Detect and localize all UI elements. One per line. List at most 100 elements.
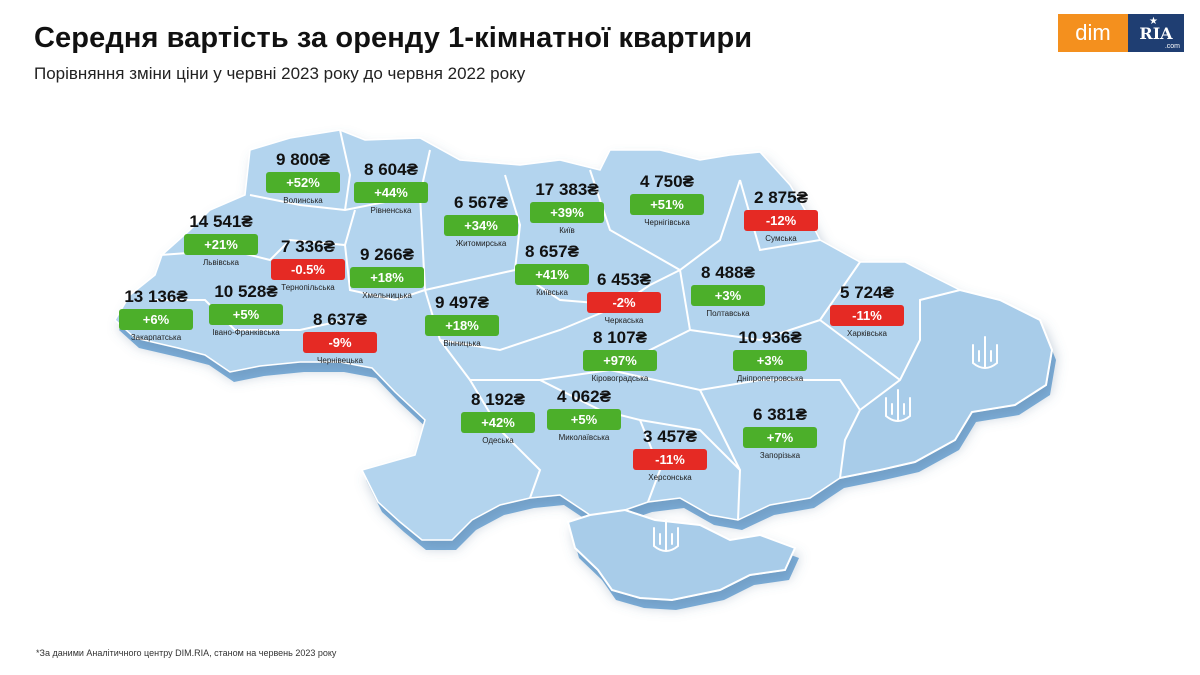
region-name: Миколаївська <box>558 433 610 442</box>
region-name: Дніпропетровська <box>736 374 804 383</box>
region-kirovohradska: 8 107₴ +97% Кіровоградська <box>583 328 657 384</box>
region-change-badge: +7% <box>743 427 817 448</box>
region-price: 6 381₴ <box>753 405 807 424</box>
region-name: Полтавська <box>706 309 750 318</box>
region-change-badge: -11% <box>830 305 904 326</box>
region-change-badge: +6% <box>119 309 193 330</box>
region-ternopilska: 7 336₴ -0.5% Тернопільська <box>271 237 345 293</box>
footnote: *За даними Аналітичного центру DIM.RIA, … <box>36 648 337 658</box>
region-zakarpatska: 13 136₴ +6% Закарпатська <box>119 287 193 343</box>
region-zhytomyrska: 6 567₴ +34% Житомирська <box>444 193 518 249</box>
region-change-badge: -12% <box>744 210 818 231</box>
region-price: 10 936₴ <box>738 328 802 347</box>
region-name: Чернігівська <box>644 218 690 227</box>
region-price: 13 136₴ <box>124 287 188 306</box>
logo-com-text: .com <box>1164 43 1180 50</box>
region-price: 8 192₴ <box>471 390 525 409</box>
region-name: Волинська <box>283 196 323 205</box>
star-icon: ★ <box>1149 16 1158 27</box>
region-price: 8 488₴ <box>701 263 755 282</box>
region-price: 6 567₴ <box>454 193 508 212</box>
region-price: 8 657₴ <box>525 242 579 261</box>
region-name: Кіровоградська <box>591 374 649 383</box>
region-dnipropetrovska: 10 936₴ +3% Дніпропетровська <box>733 328 807 384</box>
page-title: Середня вартість за оренду 1-кімнатної к… <box>34 22 753 54</box>
region-price: 7 336₴ <box>281 237 335 256</box>
region-kyivska: 8 657₴ +41% Київська <box>515 242 589 298</box>
region-change-badge: +18% <box>425 315 499 336</box>
region-change-badge: +34% <box>444 215 518 236</box>
region-change-badge: -0.5% <box>271 259 345 280</box>
logo-ria: ★ RIA .com <box>1128 14 1184 52</box>
page-subtitle: Порівняння зміни ціни у червні 2023 року… <box>34 64 526 83</box>
region-change-badge: -2% <box>587 292 661 313</box>
region-price: 10 528₴ <box>214 282 278 301</box>
region-name: Сумська <box>765 234 797 243</box>
region-rivnenska: 8 604₴ +44% Рівненська <box>354 160 428 216</box>
region-change-badge: +41% <box>515 264 589 285</box>
region-kharkivska: 5 724₴ -11% Харківська <box>830 283 904 339</box>
region-change-badge: +39% <box>530 202 604 223</box>
region-vinnytska: 9 497₴ +18% Вінницька <box>425 293 499 349</box>
region-ivano-frankivska: 10 528₴ +5% Івано-Франківська <box>209 282 283 338</box>
region-price: 9 497₴ <box>435 293 489 312</box>
region-price: 17 383₴ <box>535 180 599 199</box>
region-name: Закарпатська <box>130 333 182 342</box>
region-mykolaivska: 4 062₴ +5% Миколаївська <box>547 387 621 443</box>
region-name: Львівська <box>203 258 239 267</box>
region-price: 8 604₴ <box>364 160 418 179</box>
region-name: Тернопільська <box>281 283 335 292</box>
trident-icon-crimea <box>653 519 679 552</box>
region-price: 3 457₴ <box>643 427 697 446</box>
region-change-badge: +42% <box>461 412 535 433</box>
trident-icons <box>653 336 998 552</box>
region-name: Харківська <box>847 329 887 338</box>
region-volynska: 9 800₴ +52% Волинська <box>266 150 340 206</box>
trident-icon-east <box>972 336 998 369</box>
region-khmelnytska: 9 266₴ +18% Хмельницька <box>350 245 424 301</box>
region-lvivska: 14 541₴ +21% Львівська <box>184 212 258 268</box>
region-sumska: 2 875₴ -12% Сумська <box>744 188 818 244</box>
region-price: 9 800₴ <box>276 150 330 169</box>
region-chernivetska: 8 637₴ -9% Чернівецька <box>303 310 377 366</box>
region-name: Київ <box>559 226 575 235</box>
region-change-badge: +97% <box>583 350 657 371</box>
region-price: 5 724₴ <box>840 283 894 302</box>
region-odeska: 8 192₴ +42% Одеська <box>461 390 535 446</box>
region-name: Житомирська <box>455 239 507 248</box>
region-price: 4 750₴ <box>640 172 694 191</box>
region-name: Івано-Франківська <box>212 328 280 337</box>
region-cherkaska: 6 453₴ -2% Черкаська <box>587 270 661 326</box>
region-change-badge: +44% <box>354 182 428 203</box>
region-name: Київська <box>536 288 568 297</box>
region-change-badge: +51% <box>630 194 704 215</box>
region-change-badge: +18% <box>350 267 424 288</box>
occupied-area-east <box>838 288 1054 480</box>
region-zaporizka: 6 381₴ +7% Запорізька <box>743 405 817 461</box>
logo-ria-text: RIA <box>1139 23 1173 43</box>
region-price: 8 637₴ <box>313 310 367 329</box>
region-price: 9 266₴ <box>360 245 414 264</box>
region-change-badge: -11% <box>633 449 707 470</box>
region-change-badge: +21% <box>184 234 258 255</box>
region-change-badge: +3% <box>691 285 765 306</box>
region-khersonska: 3 457₴ -11% Херсонська <box>633 427 707 483</box>
region-change-badge: +5% <box>209 304 283 325</box>
trident-icon-south-east <box>885 389 911 422</box>
region-change-badge: +5% <box>547 409 621 430</box>
logo-dim: dim <box>1058 14 1128 52</box>
region-name: Вінницька <box>443 339 481 348</box>
region-name: Черкаська <box>604 316 644 325</box>
region-name: Рівненська <box>370 206 412 215</box>
region-change-badge: -9% <box>303 332 377 353</box>
region-poltavska: 8 488₴ +3% Полтавська <box>691 263 765 319</box>
region-name: Хмельницька <box>362 291 412 300</box>
region-price: 14 541₴ <box>189 212 253 231</box>
region-change-badge: +52% <box>266 172 340 193</box>
region-name: Одеська <box>482 436 514 445</box>
occupied-area-crimea <box>566 508 797 602</box>
region-price: 2 875₴ <box>754 188 808 207</box>
region-price: 6 453₴ <box>597 270 651 289</box>
region-price: 4 062₴ <box>557 387 611 406</box>
region-change-badge: +3% <box>733 350 807 371</box>
